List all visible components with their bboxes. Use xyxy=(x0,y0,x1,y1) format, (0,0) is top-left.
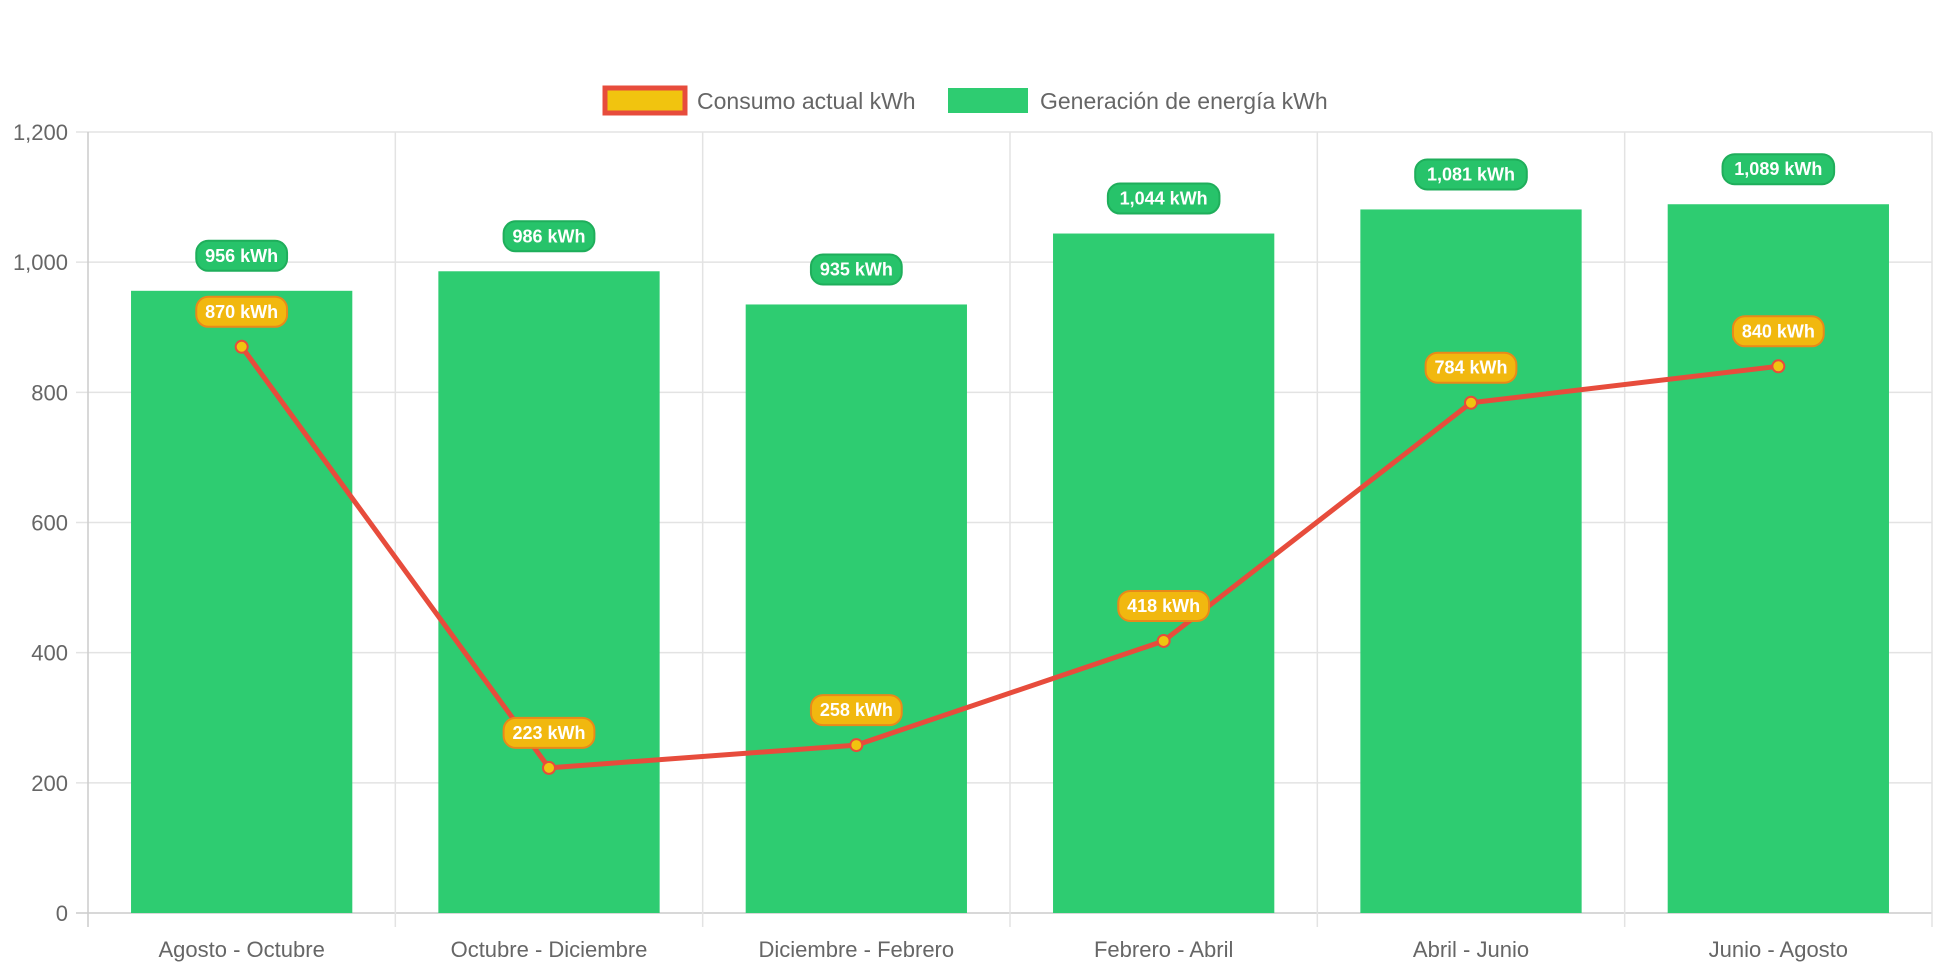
consumption-line xyxy=(234,339,1786,775)
consumption-polyline xyxy=(239,345,1779,771)
generation-data-label-bg xyxy=(195,239,289,272)
generation-data-label-text: 935 kWh xyxy=(820,259,893,279)
generation-bar xyxy=(1667,204,1889,913)
consumption-data-label-text: 840 kWh xyxy=(1742,321,1815,341)
x-tick-label: Agosto - Octubre xyxy=(159,937,325,962)
legend-swatch-generation xyxy=(948,88,1028,113)
y-tick-label: 600 xyxy=(31,511,68,536)
x-tick-label: Octubre - Diciembre xyxy=(451,937,648,962)
consumption-data-label: 418 kWh xyxy=(1117,589,1211,622)
consumption-data-label-bg xyxy=(502,716,596,749)
y-tick-label: 800 xyxy=(31,380,68,405)
consumption-data-label-text: 258 kWh xyxy=(820,700,893,720)
consumption-data-label-text: 784 kWh xyxy=(1434,358,1507,378)
consumption-data-label-text: 223 kWh xyxy=(512,723,585,743)
legend-label-consumption: Consumo actual kWh xyxy=(697,88,916,114)
x-tick-label: Diciembre - Febrero xyxy=(759,937,955,962)
grid xyxy=(76,131,1933,927)
y-tick-label: 1,200 xyxy=(13,120,68,145)
consumption-data-label: 258 kWh xyxy=(809,694,903,727)
consumption-data-label-bg xyxy=(809,694,903,727)
generation-data-label: 1,081 kWh xyxy=(1414,158,1528,191)
legend-swatch-consumption xyxy=(602,85,688,116)
generation-data-label-text: 986 kWh xyxy=(512,226,585,246)
consumption-data-label-text: 418 kWh xyxy=(1127,596,1200,616)
consumption-data-label-bg xyxy=(1117,589,1211,622)
consumption-data-label: 223 kWh xyxy=(502,716,596,749)
generation-data-label: 986 kWh xyxy=(502,220,596,253)
legend: Consumo actual kWh Generación de energía … xyxy=(602,85,1328,116)
generation-data-label-text: 1,081 kWh xyxy=(1427,164,1515,184)
generation-data-label: 1,089 kWh xyxy=(1721,153,1836,186)
generation-data-label-bg xyxy=(809,253,903,286)
axes: 0 200 400 600 800 1,000 1,200 Agosto - Octubre O… xyxy=(13,120,1848,962)
generation-bar xyxy=(438,271,660,913)
y-tick-label: 400 xyxy=(31,641,68,666)
consumption-data-label-text: 870 kWh xyxy=(205,302,278,322)
generation-bar xyxy=(1053,233,1275,913)
generation-data-label: 1,044 kWh xyxy=(1106,182,1221,215)
generation-data-label-bg xyxy=(1721,153,1836,186)
x-tick-label: Febrero - Abril xyxy=(1094,937,1233,962)
x-tick-label: Abril - Junio xyxy=(1413,937,1529,962)
generation-data-label-bg xyxy=(1106,182,1221,215)
generation-bar xyxy=(131,290,353,913)
generation-data-label-text: 1,089 kWh xyxy=(1734,159,1822,179)
consumption-data-label-bg xyxy=(1424,351,1518,384)
consumption-data-label: 840 kWh xyxy=(1731,315,1825,348)
consumption-data-label: 784 kWh xyxy=(1424,351,1518,384)
generation-data-label-bg xyxy=(1414,158,1528,191)
y-tick-label: 200 xyxy=(31,771,68,796)
consumption-point xyxy=(1771,359,1786,374)
consumption-data-label-bg xyxy=(195,295,289,328)
generation-bar xyxy=(745,304,967,913)
generation-data-label: 956 kWh xyxy=(195,239,289,272)
consumption-point xyxy=(542,760,556,775)
generation-data-label-text: 956 kWh xyxy=(205,246,278,266)
consumption-data-label: 870 kWh xyxy=(195,295,289,328)
y-tick-label: 0 xyxy=(56,901,68,926)
generation-data-label-bg xyxy=(502,220,596,253)
y-tick-label: 1,000 xyxy=(13,250,68,275)
consumption-point xyxy=(1156,633,1171,648)
x-tick-label: Junio - Agosto xyxy=(1709,937,1848,962)
consumption-data-label-bg xyxy=(1731,315,1825,348)
generation-data-label-text: 1,044 kWh xyxy=(1120,189,1208,209)
legend-label-generation: Generación de energía kWh xyxy=(1040,88,1328,114)
consumption-point xyxy=(234,339,249,354)
consumption-point xyxy=(1464,395,1478,410)
generation-bar xyxy=(1360,209,1582,914)
data-labels: 956 kWh 986 kWh 935 kWh 1,044 kWh 1,081 kWh 1… xyxy=(195,153,1836,749)
consumption-point xyxy=(849,738,864,753)
generation-data-label: 935 kWh xyxy=(809,253,903,286)
